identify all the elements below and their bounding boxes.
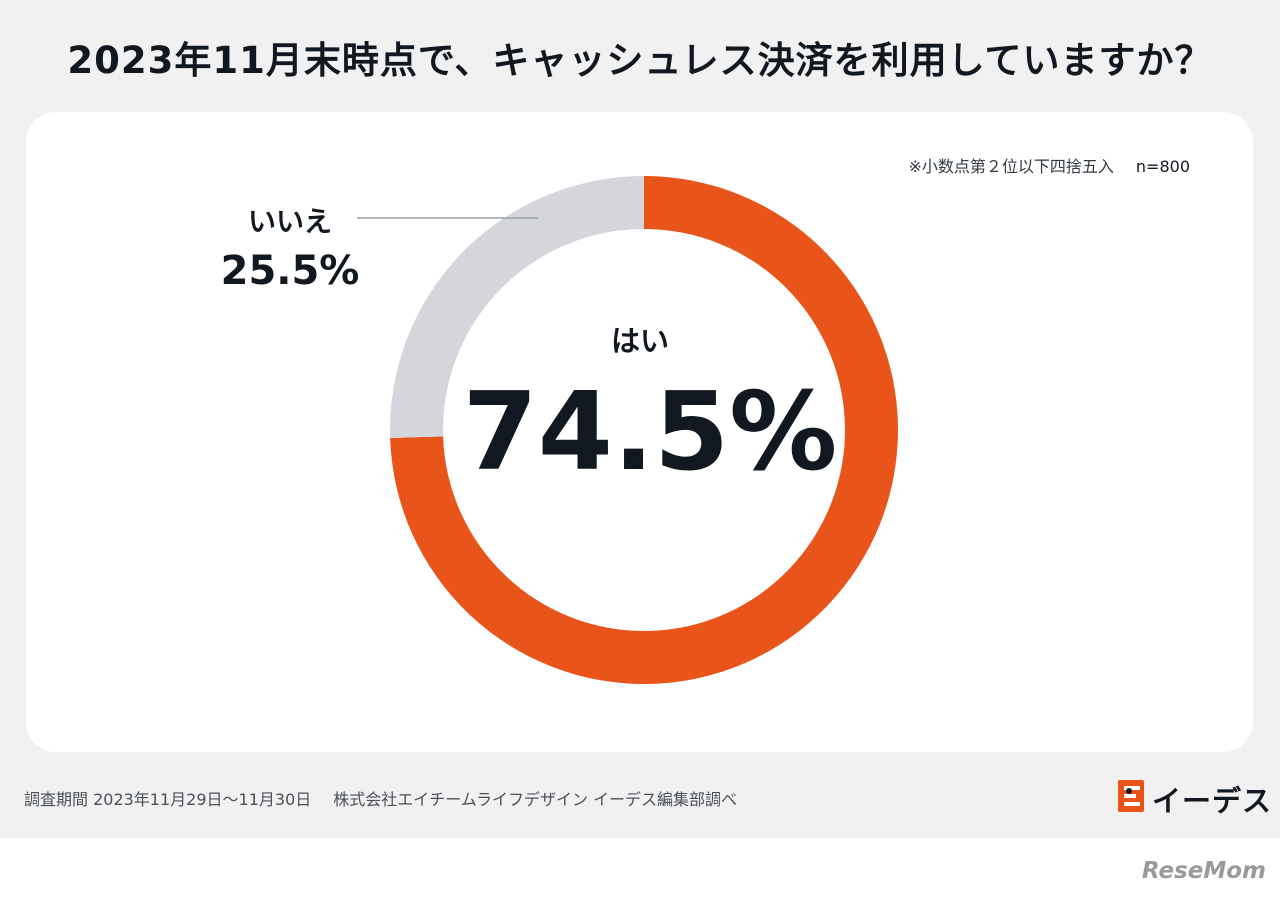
- chart-note: ※小数点第２位以下四捨五入 n=800: [908, 153, 1190, 177]
- slice-label-no-value: 25.5%: [220, 248, 360, 294]
- donut-slice-no: [390, 176, 644, 438]
- resemom-watermark: ReseMom: [1141, 858, 1266, 884]
- rounding-note: ※小数点第２位以下四捨五入: [908, 157, 1114, 176]
- slice-label-yes-value: 74.5%: [462, 370, 838, 495]
- sample-size: n=800: [1135, 157, 1190, 176]
- slice-label-no-name: いいえ: [247, 205, 332, 238]
- e-mascot-icon: [1118, 780, 1144, 812]
- brand-logo: イーデス: [1118, 778, 1271, 818]
- slice-label-yes-name: はい: [610, 324, 669, 358]
- logo-text: イーデス: [1152, 784, 1273, 818]
- page-title: 2023年11月末時点で、キャッシュレス決済を利用していますか？: [67, 39, 1213, 82]
- footer-source: 調査期間 2023年11月29日〜11月30日 株式会社エイチームライフデザイン …: [24, 786, 737, 810]
- survey-company: 株式会社エイチームライフデザイン イーデス編集部調べ: [333, 790, 738, 809]
- survey-period: 調査期間 2023年11月29日〜11月30日: [24, 790, 312, 809]
